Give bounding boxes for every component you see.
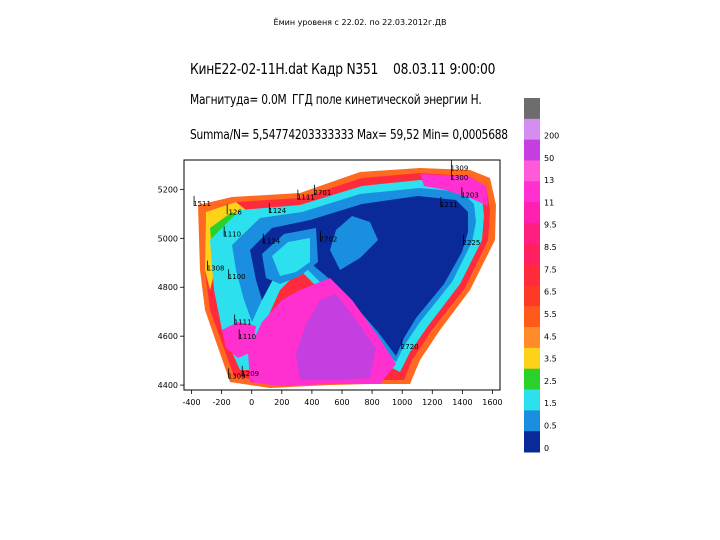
- station-label: 1309: [450, 164, 468, 172]
- colorbar-label: 3.5: [544, 355, 557, 364]
- contour-purple: [296, 294, 376, 380]
- x-tick-label: 200: [274, 398, 289, 407]
- stats-label: Summa/N= 5,54774203333333 Max= 59,52 Min…: [190, 128, 508, 143]
- station-label: 1111: [297, 194, 315, 202]
- station-label: 1110: [238, 333, 256, 341]
- contour-inner-cyan-left: [272, 238, 310, 276]
- colorbar-swatch: [524, 243, 540, 266]
- station-label: 1308: [207, 265, 225, 273]
- y-tick-label: 4600: [158, 332, 178, 341]
- slide-caption: Ёмин уровеня с 22.02. по 22.03.2012г.ДВ: [273, 18, 447, 27]
- colorbar-swatch: [524, 410, 540, 432]
- x-tick-label: 1600: [482, 398, 502, 407]
- station-label: 2225: [462, 239, 480, 247]
- colorbar-label: 9.5: [544, 221, 557, 230]
- colorbar-swatch: [524, 202, 540, 224]
- colorbar-label: 4.5: [544, 332, 557, 341]
- colorbar-swatch: [524, 222, 540, 245]
- station-label: 126: [228, 208, 242, 216]
- station-label: 2702: [320, 235, 338, 243]
- y-tick-label: 5000: [158, 234, 178, 243]
- station-label: 1203: [461, 191, 479, 199]
- colorbar-swatch: [524, 118, 540, 141]
- colorbar-swatch: [524, 306, 540, 328]
- station-label: 1110: [223, 230, 241, 238]
- colorbar-label: 11: [544, 198, 554, 207]
- colorbar-label: 1.5: [544, 399, 557, 408]
- colorbar-label: 0: [544, 444, 549, 453]
- colorbar-swatch: [524, 389, 540, 411]
- field-label: ГГД поле кинетической энергии Н.: [292, 93, 482, 108]
- contour-inner-blue-mid: [330, 216, 378, 270]
- file-frame-title: КинЕ22-02-11Н.dat Кадр N351: [190, 60, 379, 78]
- x-tick-label: 1200: [422, 398, 442, 407]
- y-tick-label: 4400: [158, 381, 178, 390]
- station-label: 1111: [234, 318, 252, 326]
- x-tick-label: 0: [249, 398, 254, 407]
- colorbar-label: 5.5: [544, 310, 557, 319]
- colorbar-swatch: [524, 98, 540, 120]
- station-label: 1124: [268, 207, 286, 215]
- colorbar-label: 8.5: [544, 243, 557, 252]
- colorbar-label: 6.5: [544, 288, 557, 297]
- contour-field: [198, 168, 496, 388]
- station-label: 2701: [314, 189, 332, 197]
- colorbar-swatch: [524, 431, 540, 453]
- station-label: 1309: [228, 372, 246, 380]
- y-tick-label: 4800: [158, 283, 178, 292]
- colorbar-label: 2.5: [544, 377, 557, 386]
- colorbar-swatch: [524, 347, 540, 370]
- x-tick-label: 400: [304, 398, 319, 407]
- y-axis: 5200 5000 4800 4600 4400: [158, 185, 184, 390]
- station-label: 2720: [401, 343, 419, 351]
- station-label: 1511: [193, 200, 211, 208]
- station-label: 1124: [262, 238, 280, 246]
- x-tick-label: 600: [334, 398, 349, 407]
- colorbar-swatch: [524, 264, 540, 286]
- station-label: 1211: [440, 201, 458, 209]
- colorbar-swatch: [524, 181, 540, 203]
- magnitude-label: Магнитуда= 0.0M: [190, 93, 287, 108]
- station-label: 1100: [228, 273, 246, 281]
- colorbar-swatch: [524, 327, 540, 349]
- contour-magenta-top: [420, 174, 488, 206]
- x-tick-label: 1000: [392, 398, 412, 407]
- contour-pink-left: [222, 322, 256, 358]
- station-labels: 1309 1300 2701 1203 1111 1211 1511 126 1124 1110 2…: [193, 160, 480, 380]
- colorbar-label: 0.5: [544, 422, 557, 431]
- colorbar-label: 7.5: [544, 265, 557, 274]
- station-label: 1300: [450, 174, 468, 182]
- station-label: 1209: [241, 370, 259, 378]
- x-axis: -400 -200 0 200 400 600 800 1000 1200 1400 1600: [182, 390, 503, 407]
- datetime-label: 08.03.11 9:00:00: [393, 60, 496, 78]
- colorbar-label: 200: [544, 131, 559, 140]
- colorbar-swatch: [524, 368, 540, 391]
- colorbar-swatch: [524, 160, 540, 182]
- y-tick-label: 5200: [158, 185, 178, 194]
- x-tick-label: 1400: [452, 398, 472, 407]
- colorbar-label: 13: [544, 176, 554, 185]
- x-tick-label: 800: [364, 398, 379, 407]
- colorbar-swatch: [524, 139, 540, 161]
- colorbar-swatch: [524, 285, 540, 307]
- x-tick-label: -200: [213, 398, 231, 407]
- colorbar-label: 50: [544, 154, 554, 163]
- x-tick-label: -400: [182, 398, 200, 407]
